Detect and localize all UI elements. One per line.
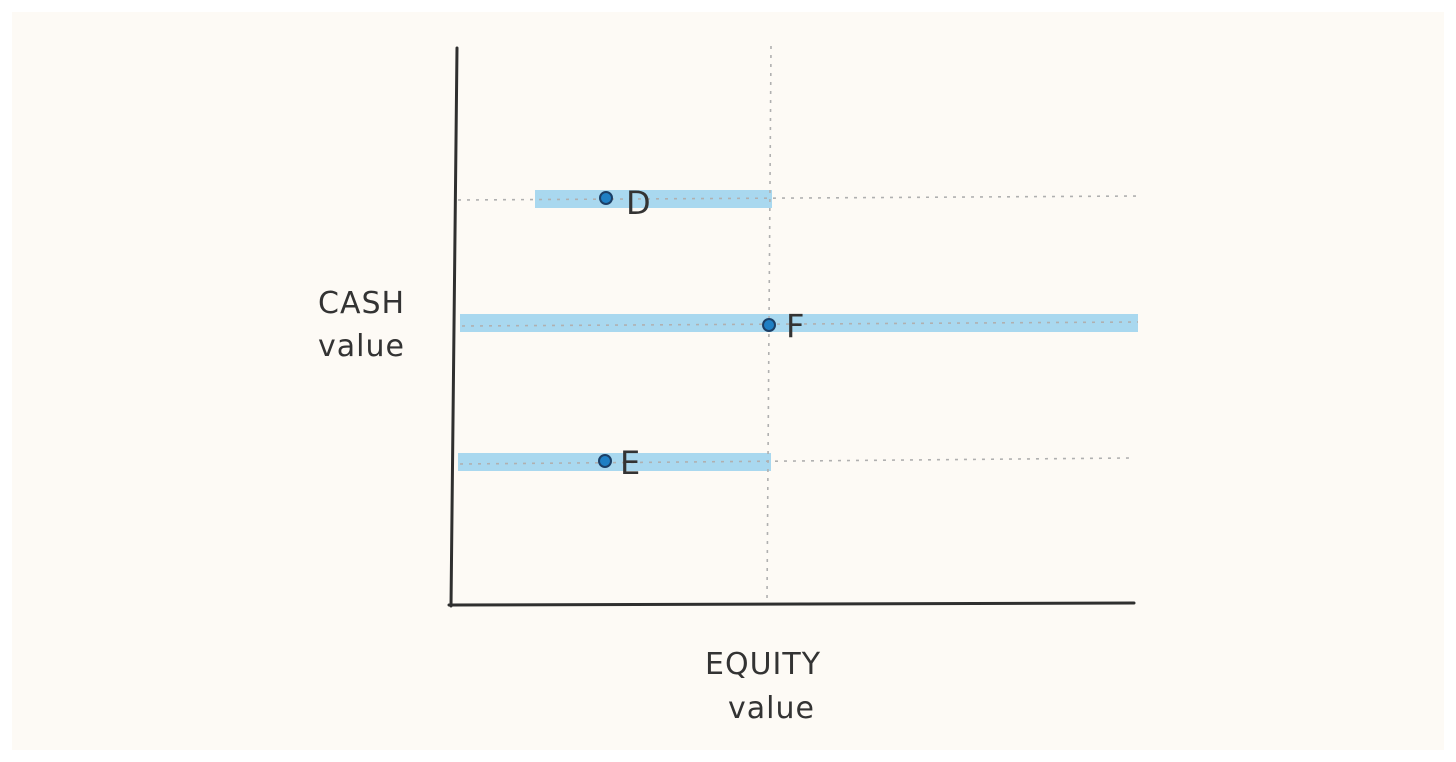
diagram-background [12, 12, 1444, 750]
point-label-F: F [786, 307, 804, 345]
point-label-E: E [620, 444, 640, 482]
guide-vertical [766, 45, 772, 601]
band-D [535, 190, 772, 208]
guide-lines [457, 45, 1141, 601]
point-D [599, 191, 613, 205]
guide-horizontal-D [457, 195, 1141, 201]
y-axis-title-line1: CASH [318, 286, 405, 321]
y-axis [449, 46, 459, 608]
band-F [460, 314, 1138, 332]
x-axis [447, 601, 1136, 607]
point-F [762, 318, 776, 332]
x-axis-title-line2: value [728, 691, 815, 726]
point-label-D: D [626, 184, 651, 222]
y-axis-title-line2: value [318, 329, 405, 364]
point-E [598, 454, 612, 468]
x-axis-title-line1: EQUITY [705, 647, 821, 682]
guide-horizontal-E [459, 457, 1131, 465]
